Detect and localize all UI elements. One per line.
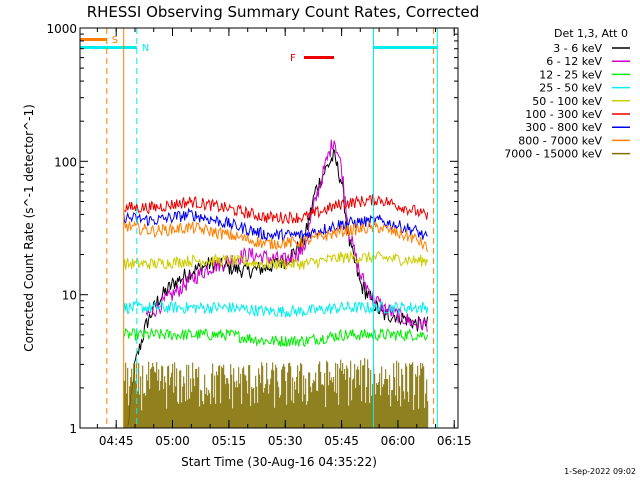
chart-title: RHESSI Observing Summary Count Rates, Co…	[87, 3, 480, 21]
y-tick-label: 1	[69, 422, 77, 436]
x-tick-label: 06:00	[381, 434, 416, 448]
x-tick-label: 05:00	[155, 434, 190, 448]
y-axis-label-main: Corrected Count Rate (s^-1 detector^-1)	[22, 104, 36, 352]
annotation-label-n: N	[142, 43, 149, 54]
legend-label-100-300-kev: 100 - 300 keV	[525, 108, 602, 121]
y-axis-label-group: Corrected Count Rate (s^-1 detector^-1)	[22, 104, 36, 352]
series-800-7000-kev-line	[123, 220, 429, 253]
y-tick-label: 100	[54, 155, 77, 169]
legend-label-3-6-kev: 3 - 6 keV	[553, 42, 602, 55]
legend-label-50-100-kev: 50 - 100 keV	[532, 95, 602, 108]
x-tick-label: 04:45	[99, 434, 134, 448]
legend-label-6-12-kev: 6 - 12 keV	[546, 55, 602, 68]
legend-label-12-25-kev: 12 - 25 keV	[539, 68, 602, 81]
series-3-6-kev-line	[127, 149, 428, 426]
legend-title: Det 1,3, Att 0	[554, 27, 628, 40]
x-axis-label: Start Time (30-Aug-16 04:35:22)	[181, 455, 377, 469]
series-25-50-kev-line	[123, 300, 429, 318]
footer-timestamp: 1-Sep-2022 09:02	[564, 467, 636, 476]
y-tick-label: 1000	[46, 22, 77, 36]
series-12-25-kev-line	[123, 327, 429, 348]
x-tick-label: 05:15	[212, 434, 247, 448]
x-tick-label: 05:45	[324, 434, 359, 448]
y-axis-label: Corrected Count Rate (s^-1 detector^-1)	[22, 104, 36, 352]
plot-frame	[79, 27, 459, 429]
annotation-bar-n	[80, 46, 137, 49]
series-300-800-kev-line	[123, 207, 428, 243]
series-6-12-kev-line	[145, 139, 428, 333]
annotation-bar-cyan-3	[373, 46, 438, 49]
series-100-300-kev-line	[123, 194, 429, 225]
legend-label-300-800-kev: 300 - 800 keV	[525, 121, 602, 134]
legend-label-800-7000-kev: 800 - 7000 keV	[518, 134, 602, 147]
x-tick-label: 06:15	[437, 434, 472, 448]
legend-label-25-50-kev: 25 - 50 keV	[539, 82, 602, 95]
y-tick-label: 10	[62, 289, 77, 303]
annotation-label-s: S	[112, 35, 118, 46]
annotation-label-f: F	[290, 53, 296, 64]
annotation-bar-s	[80, 38, 107, 41]
annotation-bar-f	[304, 56, 334, 59]
legend-label-7000-15000-kev: 7000 - 15000 keV	[504, 148, 602, 161]
x-tick-label: 05:30	[268, 434, 303, 448]
series-50-100-kev-line	[123, 250, 429, 271]
